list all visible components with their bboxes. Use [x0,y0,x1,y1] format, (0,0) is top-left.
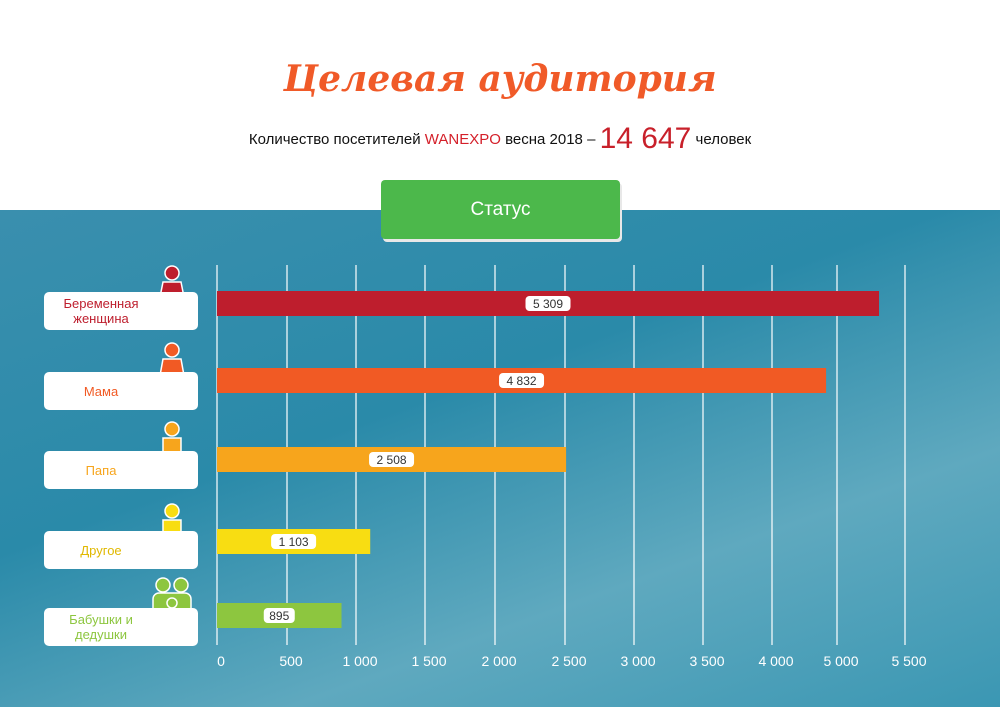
data-label: 895 [269,609,289,623]
data-label: 4 832 [507,374,537,388]
category-label: Папа [44,451,198,489]
category-label: Беременная женщина [44,292,198,330]
x-tick-label: 5 000 [823,653,858,669]
page-title: Целевая аудитория [283,58,717,100]
x-tick-label: 3 000 [620,653,655,669]
data-label: 5 309 [533,297,563,311]
x-tick-label: 1 500 [411,653,446,669]
category-label: Другое [44,531,198,569]
x-tick-label: 2 000 [481,653,516,669]
total-count: 14 647 [599,122,692,155]
x-tick-label: 500 [279,653,303,669]
x-tick-label: 4 000 [758,653,793,669]
data-label-bg [369,452,415,467]
status-button[interactable]: Статус [381,180,620,239]
data-label-bg [271,534,317,549]
x-tick-label: 2 500 [551,653,586,669]
subtitle-suffix: человек [695,131,752,148]
x-tick-label: 3 500 [689,653,724,669]
category-label: Бабушки и дедушки [44,608,198,646]
data-label-bg [499,373,545,388]
x-tick-label: 5 500 [891,653,926,669]
data-label-bg [525,296,571,311]
data-label-bg [263,608,295,623]
x-tick-label: 1 000 [342,653,377,669]
category-label: Мама [44,372,198,410]
subtitle-mid: весна 2018 – [505,131,596,148]
data-label: 1 103 [279,535,309,549]
data-label: 2 508 [377,453,407,467]
x-tick-label: 0 [217,653,225,669]
brand: WANEXPO [424,131,501,148]
subtitle-prefix: Количество посетителей [248,131,421,148]
subtitle: Количество посетителей WANEXPO весна 201… [0,122,1000,156]
